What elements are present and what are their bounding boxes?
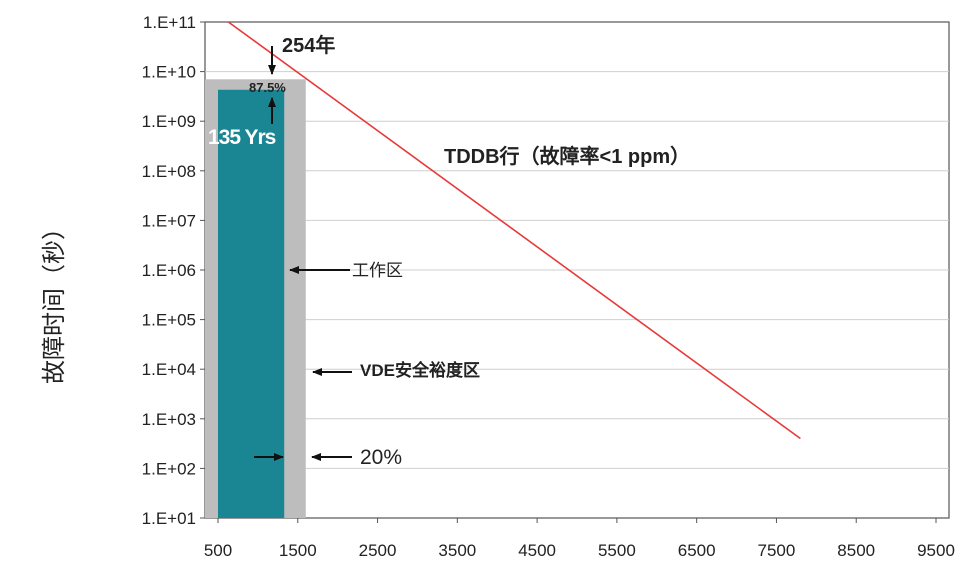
- work-zone-label: 工作区: [352, 261, 403, 281]
- x-tick-label: 4500: [518, 541, 556, 560]
- tddb-line: [227, 21, 801, 440]
- annotations: 254年 87.5% 135 Yrs TDDB行（故障率<1 ppm） 工作区 …: [208, 33, 690, 469]
- y-tick-label: 1.E+07: [142, 211, 196, 230]
- y-tick-label: 1.E+04: [142, 360, 196, 379]
- bar-text: 135 Yrs: [208, 126, 276, 149]
- y-tick-label: 1.E+09: [142, 112, 196, 131]
- y-tick-label: 1.E+01: [142, 509, 196, 528]
- gridlines: [205, 71, 949, 469]
- tddb-line-label: TDDB行（故障率<1 ppm）: [444, 144, 690, 168]
- y-tick-label: 1.E+06: [142, 261, 196, 280]
- tddb-line-group: [227, 21, 801, 440]
- x-axis-ticks: 500 1500 2500 3500 4500 5500 6500 7500 8500 9500: [204, 518, 955, 560]
- y-tick-label: 1.E+02: [142, 459, 196, 478]
- y-axis-label: 故障时间（秒）: [40, 216, 68, 384]
- x-tick-label: 3500: [438, 541, 476, 560]
- percent-top-label: 87.5%: [249, 80, 286, 95]
- x-tick-label: 6500: [678, 541, 716, 560]
- x-tick-label: 1500: [279, 541, 317, 560]
- y-axis-ticks: 1.E+01 1.E+02 1.E+03 1.E+04 1.E+05 1.E+06 1.E+…: [142, 13, 205, 528]
- percent-bottom-label: 20%: [360, 446, 402, 469]
- x-tick-label: 8500: [837, 541, 875, 560]
- y-tick-label: 1.E+11: [143, 13, 196, 32]
- top-arrow-label: 254年: [282, 33, 335, 57]
- y-tick-label: 1.E+03: [142, 410, 196, 429]
- x-tick-label: 9500: [917, 541, 955, 560]
- x-tick-label: 500: [204, 541, 232, 560]
- y-tick-label: 1.E+10: [142, 63, 196, 82]
- work-zone-bar: [218, 89, 285, 518]
- margin-zone-label: VDE安全裕度区: [360, 360, 480, 380]
- y-tick-label: 1.E+05: [142, 311, 196, 330]
- x-tick-label: 2500: [359, 541, 397, 560]
- y-tick-label: 1.E+08: [142, 162, 196, 181]
- x-tick-label: 5500: [598, 541, 636, 560]
- x-tick-label: 7500: [758, 541, 796, 560]
- bars: [205, 79, 306, 518]
